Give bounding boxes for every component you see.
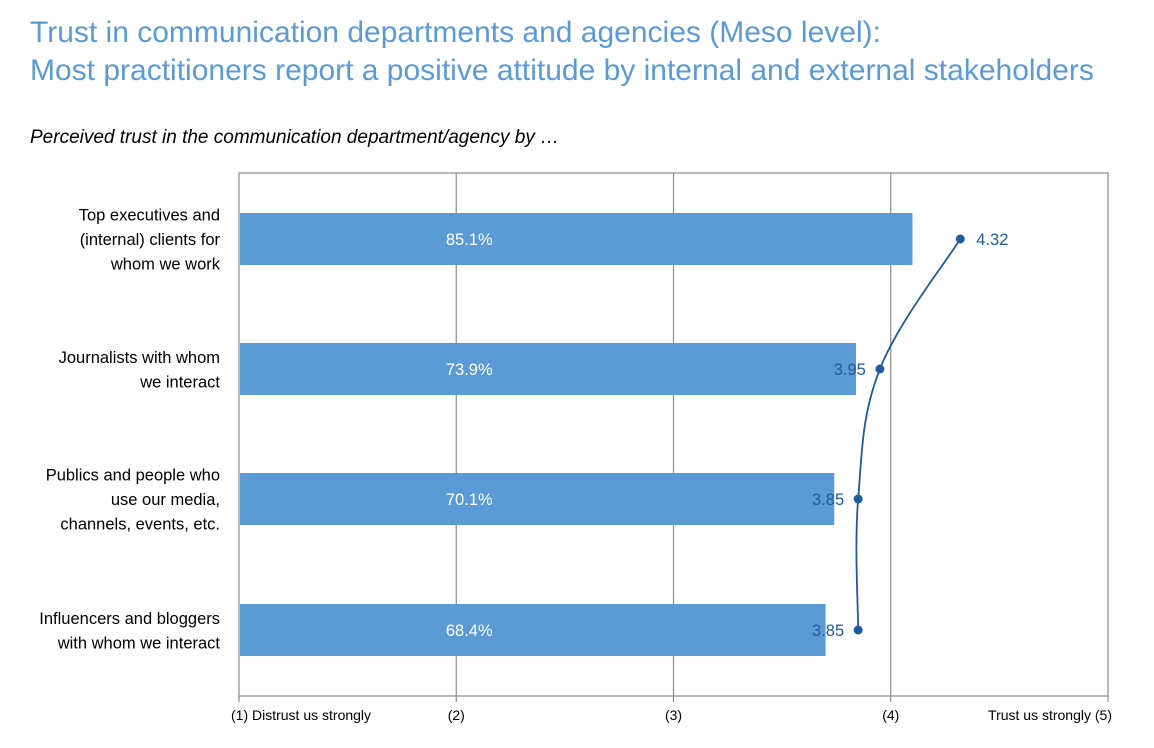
mean-point (955, 234, 965, 244)
x-tick-label: Trust us strongly (5) (988, 707, 1112, 723)
mean-point (875, 364, 885, 374)
bar (240, 213, 913, 265)
mean-point (853, 625, 863, 635)
mean-line (855, 238, 962, 631)
chart-subtitle: Perceived trust in the communication dep… (30, 127, 560, 148)
category-label: Publics and people who (46, 467, 220, 485)
bar-label: 68.4% (446, 622, 493, 640)
x-tick-label: (4) (882, 707, 899, 723)
x-tick-label: (1) Distrust us strongly (231, 707, 371, 723)
bar-label: 85.1% (446, 231, 493, 249)
category-label: Influencers and bloggers (39, 610, 220, 628)
category-label: (internal) clients for (80, 231, 221, 249)
bar-label: 73.9% (446, 361, 493, 379)
page-title: Trust in communication departments and a… (30, 14, 1140, 90)
bar (240, 604, 826, 656)
category-label: Journalists with whom (59, 349, 220, 367)
category-label: whom we work (110, 256, 221, 274)
x-tick-label: (3) (665, 707, 682, 723)
bar (240, 343, 856, 395)
category-label: with whom we interact (57, 634, 221, 652)
page-title-line-2: Most practitioners report a positive att… (30, 54, 1094, 87)
category-label: Top executives and (79, 207, 220, 225)
mean-point-label: 3.95 (834, 361, 866, 379)
category-label: use our media, (111, 491, 220, 509)
mean-point-label: 3.85 (812, 491, 844, 509)
x-tick-label: (2) (448, 707, 465, 723)
category-label: channels, events, etc. (60, 516, 220, 534)
mean-point-label: 4.32 (976, 231, 1008, 249)
bar (240, 473, 835, 525)
bar-label: 70.1% (446, 491, 493, 509)
page-title-line-1: Trust in communication departments and a… (30, 16, 881, 49)
mean-point-label: 3.85 (812, 622, 844, 640)
mean-point (853, 494, 863, 504)
category-label: we interact (139, 373, 220, 391)
